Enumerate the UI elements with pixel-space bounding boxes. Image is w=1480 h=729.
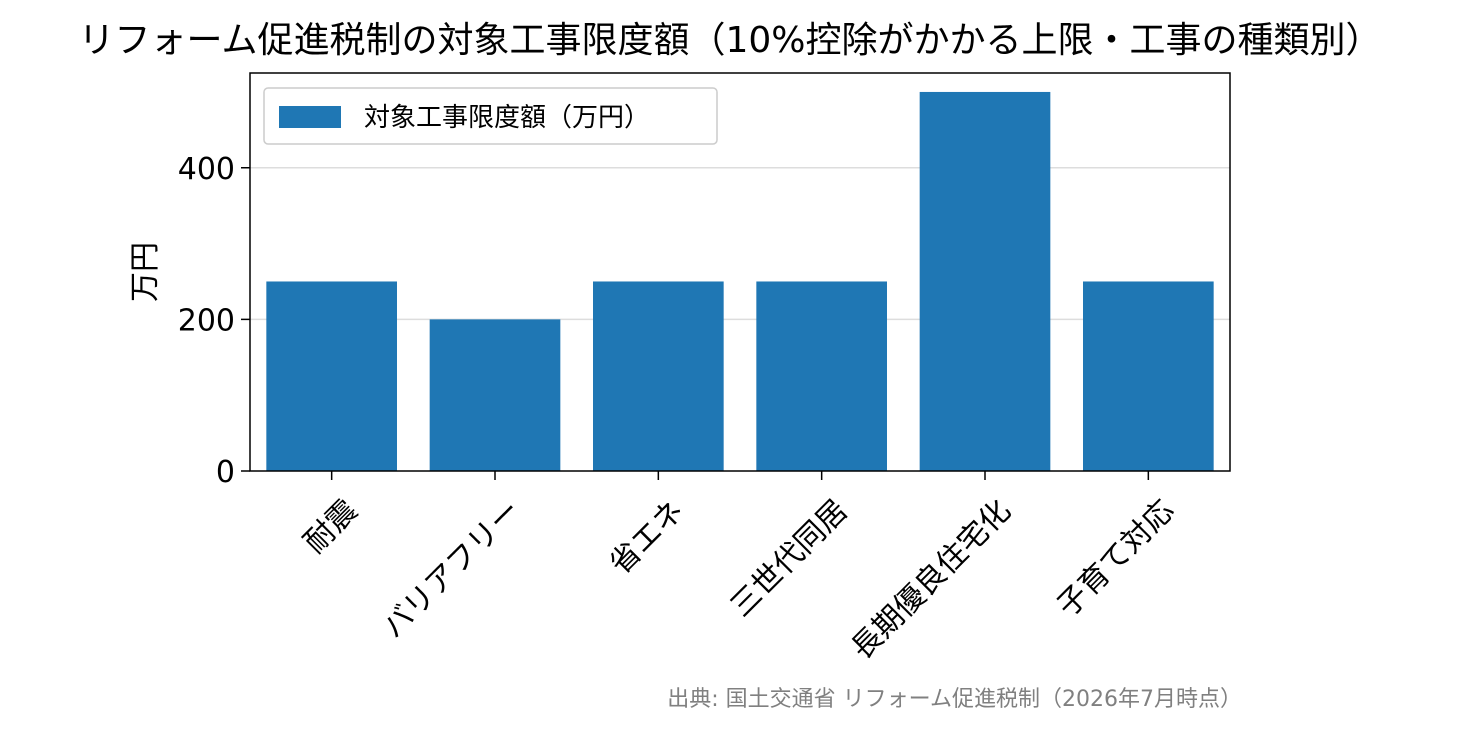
grid-lines [250, 167, 1230, 321]
chart-title: リフォーム促進税制の対象工事限度額（10%控除がかかる上限・工事の種類別） [79, 20, 1382, 61]
source-note: 出典: 国土交通省 リフォーム促進税制（2026年7月時点） [667, 687, 1242, 712]
y-axis-label: 万円 [128, 242, 163, 302]
x-tick-label: 子育て対応 [1050, 493, 1181, 624]
bar [756, 281, 887, 471]
plot-frame [249, 72, 1231, 472]
x-tick-label: 耐震 [297, 493, 364, 560]
y-tick-label: 200 [178, 303, 235, 338]
legend: 対象工事限度額（万円） [263, 87, 718, 145]
legend-box [263, 87, 718, 145]
bar [593, 281, 724, 471]
y-tick-label: 400 [178, 152, 235, 187]
legend-label: 対象工事限度額（万円） [364, 103, 650, 133]
bar [919, 91, 1051, 471]
bar [429, 319, 561, 471]
x-tick-label: 三世代同居 [724, 493, 855, 624]
bar [266, 281, 397, 471]
y-axis: 0 200 400 [178, 152, 250, 490]
legend-swatch [279, 106, 341, 128]
x-tick-label: バリアフリー [376, 493, 528, 645]
x-tick-label: 省エネ [603, 493, 691, 581]
x-tick-label: 長期優良住宅化 [845, 493, 1018, 666]
y-tick-label: 0 [216, 455, 235, 490]
bar [1083, 281, 1214, 471]
bars [266, 91, 1214, 471]
